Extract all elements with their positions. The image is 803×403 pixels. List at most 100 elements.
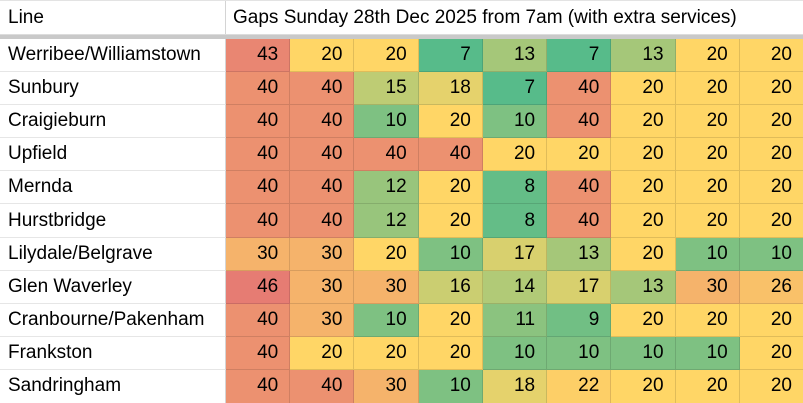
gap-value-cell[interactable]: 15: [354, 72, 419, 106]
gap-value-cell[interactable]: 20: [739, 171, 803, 205]
gap-value-cell[interactable]: 7: [482, 72, 548, 106]
gap-value-cell[interactable]: 40: [226, 105, 291, 139]
row-label-line-name[interactable]: Mernda: [0, 171, 226, 205]
gap-value-cell[interactable]: 20: [611, 171, 676, 205]
gap-value-cell[interactable]: 13: [547, 237, 612, 271]
gap-value-cell[interactable]: 20: [675, 72, 740, 106]
gap-value-cell[interactable]: 40: [226, 171, 291, 205]
gap-value-cell[interactable]: 20: [739, 138, 803, 172]
gap-value-cell[interactable]: 20: [611, 303, 676, 337]
gap-value-cell[interactable]: 30: [290, 303, 355, 337]
gap-value-cell[interactable]: 20: [739, 72, 803, 106]
line-column-header-cell[interactable]: Line: [0, 1, 226, 34]
gap-value-cell[interactable]: 13: [611, 39, 676, 73]
gap-value-cell[interactable]: 20: [739, 204, 803, 238]
gap-value-cell[interactable]: 10: [354, 105, 419, 139]
gap-value-cell[interactable]: 40: [547, 171, 612, 205]
gap-value-cell[interactable]: 20: [354, 336, 419, 370]
gap-value-cell[interactable]: 10: [611, 336, 676, 370]
row-label-line-name[interactable]: Sunbury: [0, 72, 226, 106]
gap-value-cell[interactable]: 7: [418, 39, 483, 73]
gap-value-cell[interactable]: 30: [675, 270, 740, 304]
row-label-line-name[interactable]: Werribee/Williamstown: [0, 39, 226, 73]
gap-value-cell[interactable]: 13: [482, 39, 548, 73]
gap-value-cell[interactable]: 20: [418, 336, 483, 370]
gap-value-cell[interactable]: 40: [226, 72, 291, 106]
gap-value-cell[interactable]: 40: [290, 369, 355, 403]
row-label-line-name[interactable]: Craigieburn: [0, 105, 226, 139]
gap-value-cell[interactable]: 30: [290, 237, 355, 271]
gap-value-cell[interactable]: 20: [739, 105, 803, 139]
gap-value-cell[interactable]: 20: [611, 369, 676, 403]
gap-value-cell[interactable]: 40: [226, 138, 291, 172]
gap-value-cell[interactable]: 10: [675, 336, 740, 370]
gap-value-cell[interactable]: 40: [290, 105, 355, 139]
gap-value-cell[interactable]: 17: [482, 237, 548, 271]
gap-value-cell[interactable]: 40: [226, 204, 291, 238]
gap-value-cell[interactable]: 10: [482, 105, 548, 139]
row-label-line-name[interactable]: Hurstbridge: [0, 204, 226, 238]
gap-value-cell[interactable]: 10: [482, 336, 548, 370]
gap-value-cell[interactable]: 20: [675, 138, 740, 172]
gap-value-cell[interactable]: 9: [547, 303, 612, 337]
gap-value-cell[interactable]: 20: [290, 39, 355, 73]
gap-value-cell[interactable]: 20: [611, 72, 676, 106]
gap-value-cell[interactable]: 18: [482, 369, 548, 403]
gap-value-cell[interactable]: 46: [226, 270, 291, 304]
gap-value-cell[interactable]: 10: [739, 237, 803, 271]
gap-value-cell[interactable]: 20: [675, 204, 740, 238]
row-label-line-name[interactable]: Lilydale/Belgrave: [0, 237, 226, 271]
gap-value-cell[interactable]: 43: [226, 39, 291, 73]
gap-value-cell[interactable]: 20: [739, 39, 803, 73]
gap-value-cell[interactable]: 40: [290, 204, 355, 238]
gap-value-cell[interactable]: 20: [675, 105, 740, 139]
gap-value-cell[interactable]: 40: [290, 138, 355, 172]
gap-value-cell[interactable]: 20: [739, 369, 803, 403]
gap-value-cell[interactable]: 20: [418, 105, 483, 139]
gap-value-cell[interactable]: 20: [675, 369, 740, 403]
gap-value-cell[interactable]: 20: [611, 138, 676, 172]
gap-value-cell[interactable]: 20: [739, 303, 803, 337]
gap-value-cell[interactable]: 40: [226, 303, 291, 337]
gap-value-cell[interactable]: 30: [290, 270, 355, 304]
gap-value-cell[interactable]: 10: [547, 336, 612, 370]
gap-value-cell[interactable]: 30: [226, 237, 291, 271]
gap-value-cell[interactable]: 13: [611, 270, 676, 304]
gap-value-cell[interactable]: 7: [547, 39, 612, 73]
row-label-line-name[interactable]: Frankston: [0, 336, 226, 370]
gap-value-cell[interactable]: 20: [547, 138, 612, 172]
gap-value-cell[interactable]: 8: [482, 171, 548, 205]
row-label-line-name[interactable]: Glen Waverley: [0, 270, 226, 304]
gap-value-cell[interactable]: 40: [547, 204, 612, 238]
gap-value-cell[interactable]: 8: [482, 204, 548, 238]
gap-value-cell[interactable]: 20: [290, 336, 355, 370]
row-label-line-name[interactable]: Sandringham: [0, 369, 226, 403]
gap-value-cell[interactable]: 20: [611, 105, 676, 139]
gap-value-cell[interactable]: 20: [418, 171, 483, 205]
gap-value-cell[interactable]: 18: [418, 72, 483, 106]
gap-value-cell[interactable]: 17: [547, 270, 612, 304]
gap-value-cell[interactable]: 40: [547, 105, 612, 139]
gap-value-cell[interactable]: 40: [290, 171, 355, 205]
gap-value-cell[interactable]: 11: [482, 303, 548, 337]
gap-value-cell[interactable]: 40: [226, 336, 291, 370]
gaps-title-header-cell[interactable]: Gaps Sunday 28th Dec 2025 from 7am (with…: [233, 6, 737, 28]
gap-value-cell[interactable]: 12: [354, 171, 419, 205]
gap-value-cell[interactable]: 30: [354, 270, 419, 304]
gap-value-cell[interactable]: 10: [354, 303, 419, 337]
gap-value-cell[interactable]: 20: [739, 336, 803, 370]
gap-value-cell[interactable]: 20: [418, 303, 483, 337]
gap-value-cell[interactable]: 16: [418, 270, 483, 304]
row-label-line-name[interactable]: Cranbourne/Pakenham: [0, 303, 226, 337]
gap-value-cell[interactable]: 20: [675, 171, 740, 205]
gap-value-cell[interactable]: 20: [354, 39, 419, 73]
gap-value-cell[interactable]: 20: [482, 138, 548, 172]
gap-value-cell[interactable]: 30: [354, 369, 419, 403]
gap-value-cell[interactable]: 10: [418, 369, 483, 403]
gap-value-cell[interactable]: 14: [482, 270, 548, 304]
gap-value-cell[interactable]: 40: [354, 138, 419, 172]
gap-value-cell[interactable]: 10: [418, 237, 483, 271]
row-label-line-name[interactable]: Upfield: [0, 138, 226, 172]
gap-value-cell[interactable]: 22: [547, 369, 612, 403]
gap-value-cell[interactable]: 20: [611, 237, 676, 271]
